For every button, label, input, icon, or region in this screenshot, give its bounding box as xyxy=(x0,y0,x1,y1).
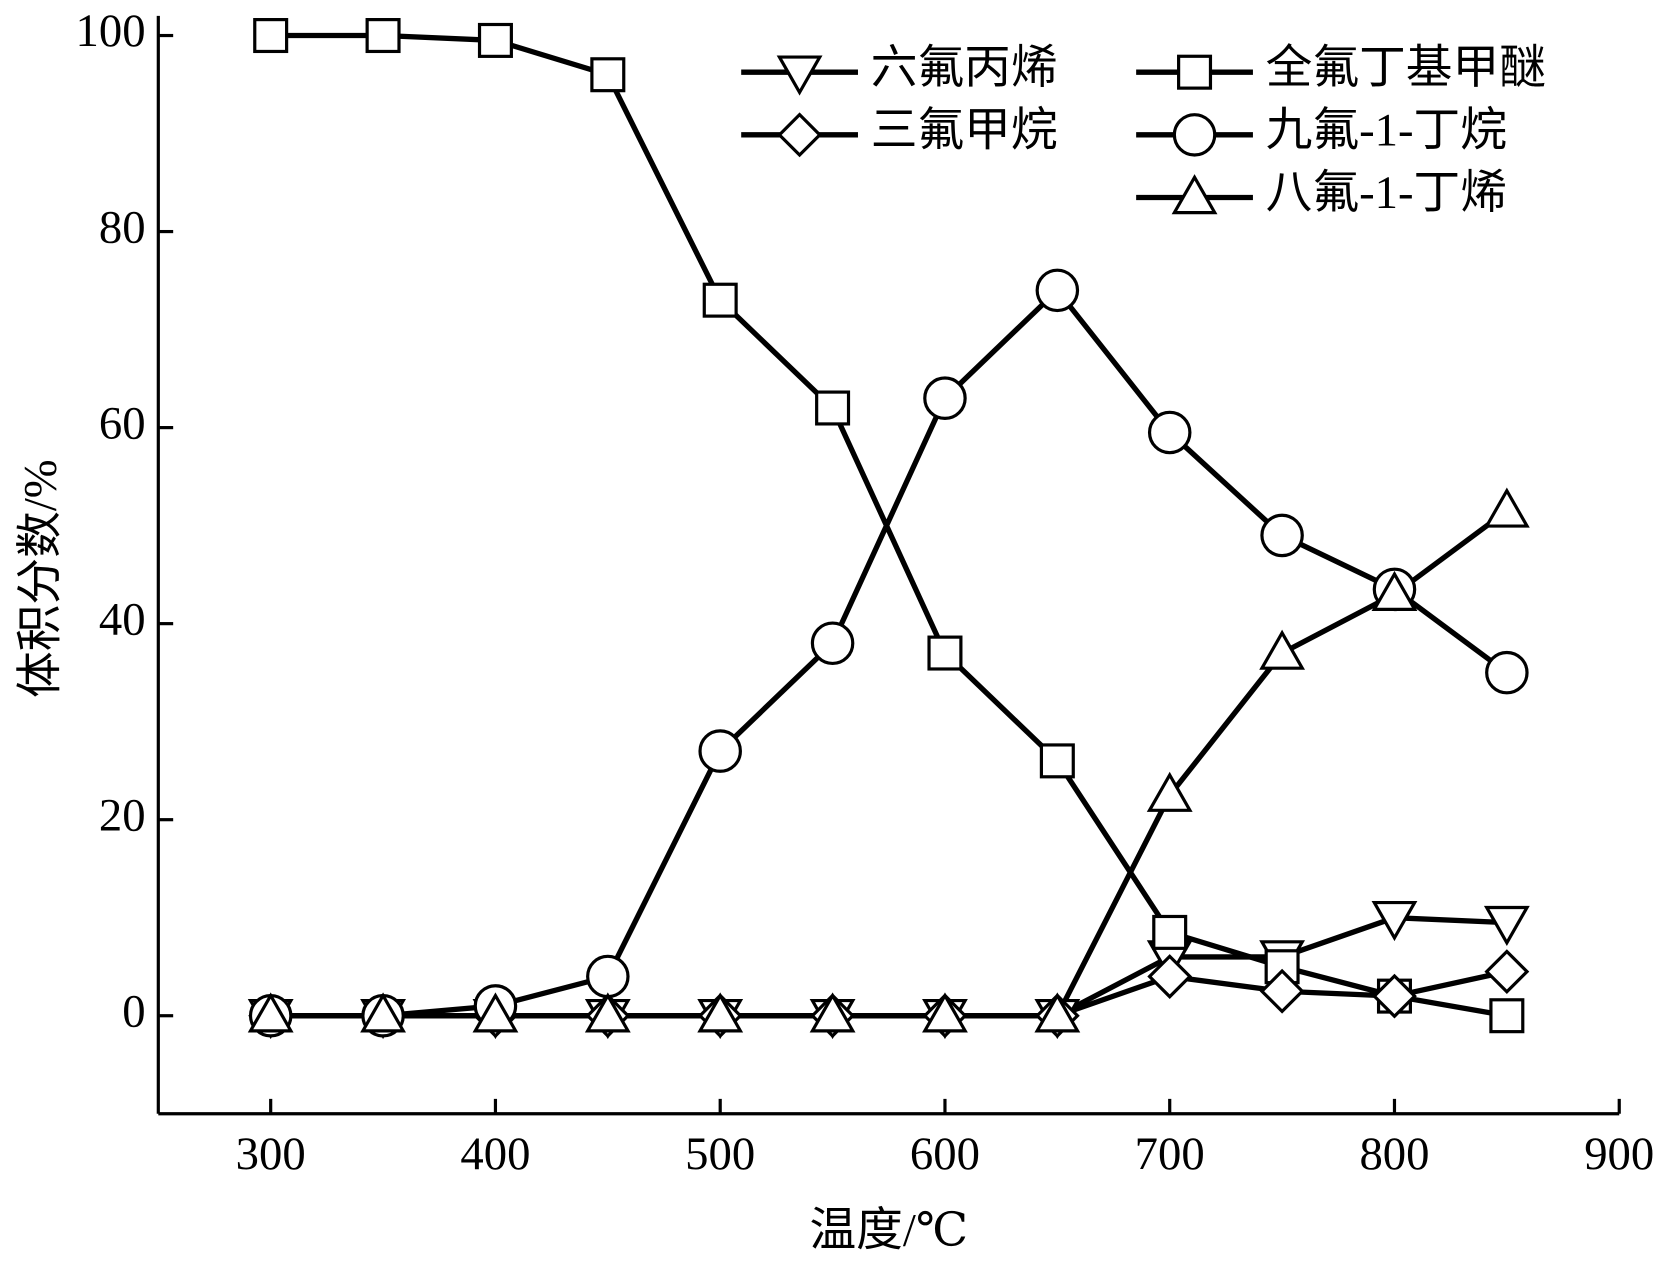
y-tick-label: 100 xyxy=(76,5,146,57)
data-point xyxy=(1147,954,1193,999)
legend-label: 九氟-1-丁烷 xyxy=(1266,105,1507,157)
legend-marker xyxy=(1171,174,1218,215)
data-point xyxy=(247,992,294,1033)
x-tick-label: 600 xyxy=(910,1128,980,1180)
x-axis-label: 温度/℃ xyxy=(809,1204,968,1256)
data-point xyxy=(1259,629,1306,670)
y-tick-label: 0 xyxy=(122,985,145,1037)
x-tick-label: 900 xyxy=(1584,1128,1654,1180)
data-point xyxy=(1260,513,1304,558)
data-point xyxy=(1039,743,1075,779)
data-point xyxy=(698,729,742,773)
y-axis-label: 体积分数/% xyxy=(14,459,66,698)
data-point xyxy=(923,376,967,420)
data-point xyxy=(702,282,738,318)
legend-label: 六氟丙烯 xyxy=(871,42,1058,94)
data-point xyxy=(697,992,744,1033)
legend-label: 三氟甲烷 xyxy=(871,105,1058,157)
series-line xyxy=(270,286,1509,1019)
data-point xyxy=(809,992,856,1033)
series-line xyxy=(270,915,1507,1019)
data-point xyxy=(586,954,630,999)
y-tick-label: 20 xyxy=(99,789,146,841)
series-line xyxy=(270,508,1509,1019)
legend-marker xyxy=(1172,113,1217,157)
data-point xyxy=(360,992,406,1033)
data-point xyxy=(1147,410,1192,455)
y-tick-label: 40 xyxy=(99,593,146,645)
data-point xyxy=(1152,914,1188,950)
data-point xyxy=(1483,487,1530,528)
x-tick-label: 400 xyxy=(460,1128,530,1180)
data-point xyxy=(1485,650,1529,695)
y-tick-label: 60 xyxy=(99,397,146,449)
legend-marker xyxy=(1177,54,1213,90)
data-point xyxy=(584,992,631,1033)
x-tick-label: 300 xyxy=(236,1128,306,1180)
data-point xyxy=(1489,998,1525,1034)
data-point xyxy=(1484,949,1530,995)
data-point xyxy=(815,390,851,426)
data-point xyxy=(472,992,519,1033)
legend-label: 八氟-1-丁烯 xyxy=(1266,167,1507,219)
data-point xyxy=(1371,900,1418,942)
data-point xyxy=(1372,973,1417,1019)
legend-marker xyxy=(777,112,823,158)
data-point xyxy=(1035,268,1080,313)
data-point xyxy=(365,18,401,54)
x-tick-label: 700 xyxy=(1135,1128,1205,1180)
data-point xyxy=(253,18,289,54)
data-point xyxy=(1259,968,1305,1014)
x-tick-label: 800 xyxy=(1359,1128,1429,1180)
series-line xyxy=(270,32,1508,1019)
data-point xyxy=(1034,992,1081,1033)
legend-marker xyxy=(776,55,823,96)
y-tick-label: 80 xyxy=(99,201,146,253)
data-point xyxy=(927,635,963,671)
data-point xyxy=(477,22,513,58)
data-point xyxy=(590,57,626,93)
data-point xyxy=(1483,905,1530,946)
data-point xyxy=(810,621,855,666)
data-point xyxy=(1146,771,1193,812)
legend-label: 全氟丁基甲醚 xyxy=(1266,42,1546,94)
data-point xyxy=(922,992,968,1033)
data-point xyxy=(1371,570,1418,611)
x-tick-label: 500 xyxy=(685,1128,755,1180)
